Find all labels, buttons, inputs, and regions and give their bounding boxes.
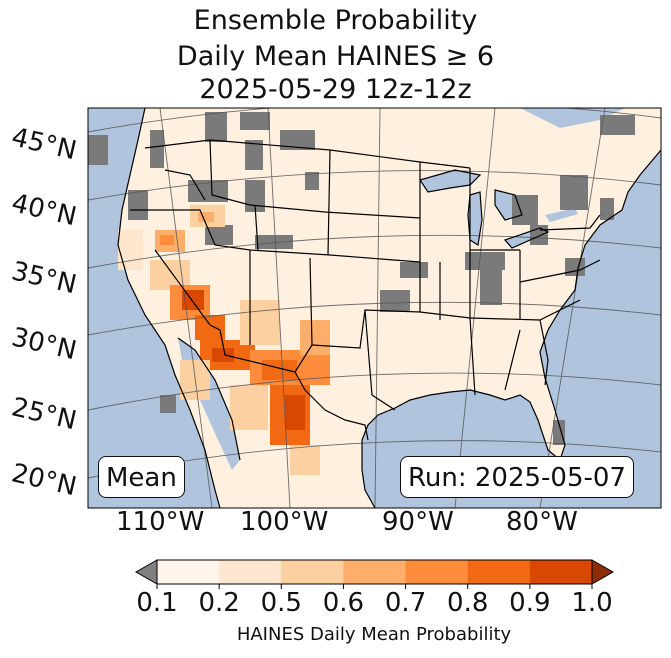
colorbar-under-arrow — [134, 559, 158, 585]
lake-michigan — [468, 192, 482, 245]
colorbar-tick-label-0: 0.1 — [136, 588, 178, 618]
lake-superior — [420, 170, 480, 192]
missing-patches — [88, 112, 635, 445]
colorbar-over-arrow — [591, 559, 615, 585]
colorbar-bin-1 — [219, 560, 282, 584]
run-label-box: Run: 2025-05-07 — [400, 456, 634, 498]
colorbar-bin-6 — [529, 560, 593, 584]
colorbar-bin-3 — [343, 560, 407, 584]
colorbar-tick-label-3: 0.6 — [322, 588, 365, 618]
colorbar-bin-4 — [405, 560, 469, 584]
lon-label-90w: 90°W — [382, 507, 454, 537]
colorbar-tick-label-6: 0.9 — [509, 588, 551, 618]
title-line-2: Daily Mean HAINES ≥ 6 — [176, 41, 495, 72]
colorbar-bins — [157, 560, 593, 584]
probability-field — [118, 205, 330, 475]
colorbar-tick-label-2: 0.5 — [260, 588, 302, 618]
colorbar-bin-5 — [467, 560, 531, 584]
map-area — [88, 108, 661, 508]
title-line-1: Ensemble Probability — [193, 5, 478, 36]
map-frame — [87, 107, 662, 509]
coastlines — [117, 108, 661, 508]
colorbar-tick-label-7: 1.0 — [571, 588, 613, 618]
graticule — [88, 108, 661, 508]
lake-ontario — [545, 208, 578, 222]
colorbar-tick-label-5: 0.8 — [447, 588, 489, 618]
lon-label-110w: 110°W — [116, 507, 205, 537]
colorbar-tickmarks — [156, 584, 593, 589]
colorbar — [134, 559, 615, 589]
stat-label-box: Mean — [98, 456, 185, 498]
colorbar-tick-label-4: 0.7 — [384, 588, 427, 618]
title-line-3: 2025-05-29 12z-12z — [199, 74, 472, 105]
political-borders — [130, 139, 601, 441]
pacific-ocean — [88, 108, 220, 508]
colorbar-tick-label-1: 0.2 — [198, 588, 240, 618]
colorbar-label: HAINES Daily Mean Probability — [236, 624, 512, 645]
lon-label-80w: 80°W — [506, 507, 578, 537]
lon-label-100w: 100°W — [240, 507, 329, 537]
colorbar-frame — [156, 559, 593, 585]
colorbar-bin-2 — [281, 560, 344, 584]
colorbar-bin-0 — [157, 560, 220, 584]
